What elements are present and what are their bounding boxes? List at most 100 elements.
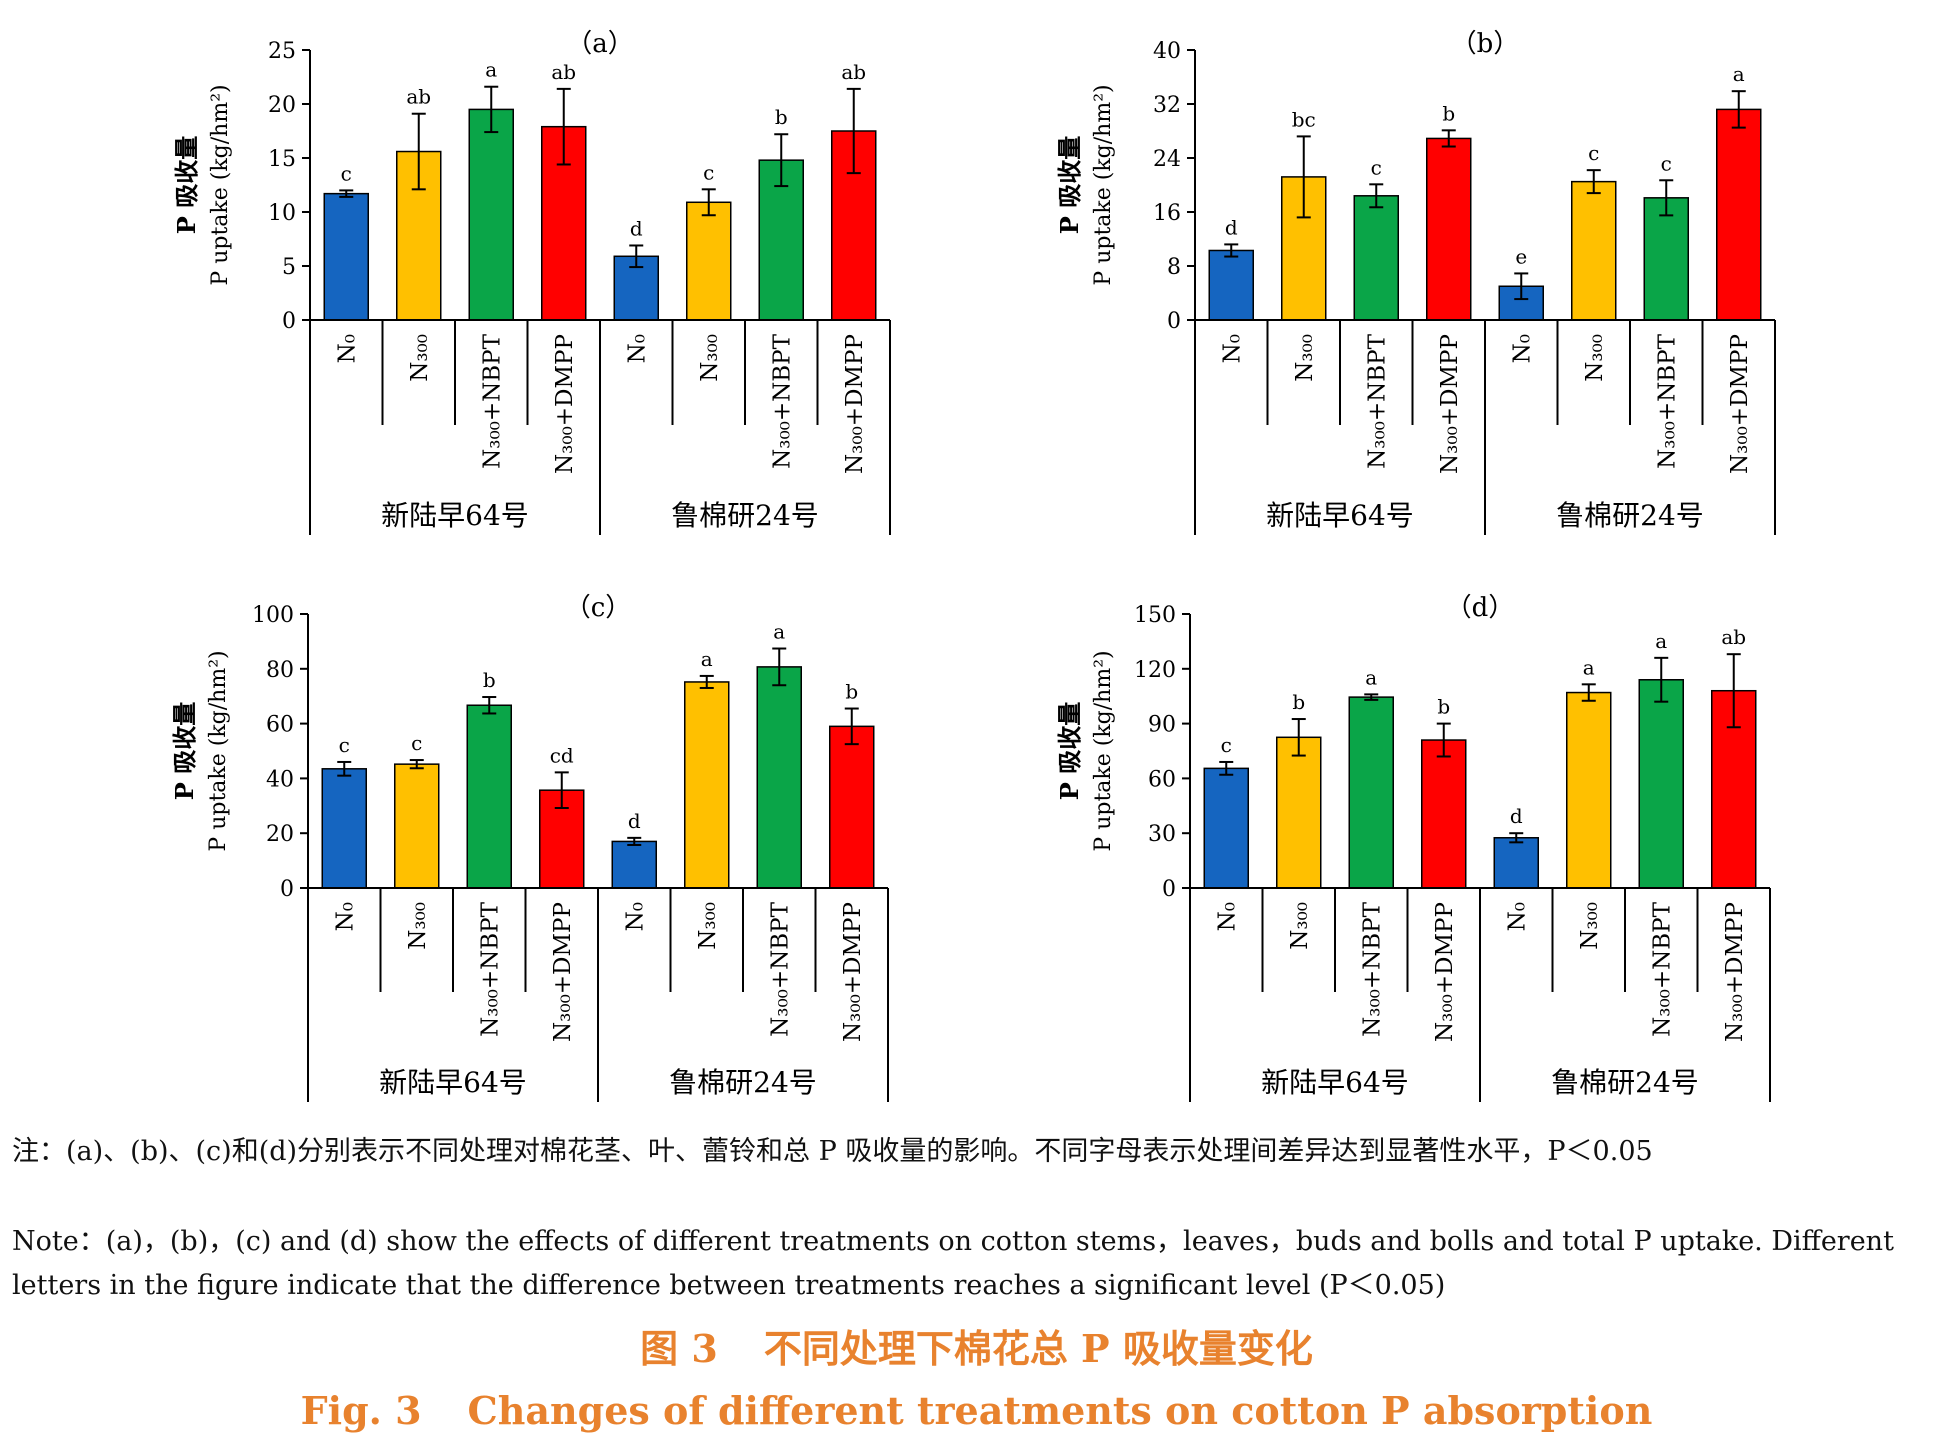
bar (1638, 679, 1684, 889)
category-label: N₀ (332, 902, 358, 931)
significance-letter: b (483, 668, 496, 692)
y-axis-label-en: P uptake (kg/hm²) (206, 650, 231, 851)
significance-letter: ab (551, 60, 576, 84)
bar (1571, 180, 1617, 321)
category-label: N₃₀₀ (1292, 334, 1318, 382)
category-label: N₃₀₀+DMPP (842, 334, 868, 474)
y-tick-label: 0 (282, 309, 296, 334)
significance-letter: b (1437, 695, 1450, 719)
category-label: N₃₀₀+DMPP (1437, 334, 1463, 474)
category-label: N₃₀₀+NBPT (767, 901, 793, 1037)
category-label: N₀ (1504, 902, 1530, 931)
y-tick-label: 100 (252, 603, 294, 628)
significance-letter: c (1221, 733, 1232, 757)
significance-letter: b (845, 680, 858, 704)
chart-panel-c: （c） 0 20 40 60 80 100 P 吸收量 P uptake (kg/hm²) c N₀… (170, 593, 889, 1102)
caption-en-text: Changes of different treatments on cotto… (467, 1388, 1653, 1433)
bar (394, 763, 440, 889)
figure-caption-english: Fig. 3 Changes of different treatments on… (0, 1388, 1953, 1433)
y-tick-label: 30 (1148, 822, 1176, 847)
category-label: N₃₀₀ (407, 334, 433, 382)
bar (1276, 736, 1322, 889)
category-label: N₃₀₀+DMPP (1722, 902, 1748, 1042)
figure-caption-chinese: 图 3 不同处理下棉花总 P 吸收量变化 (0, 1318, 1953, 1373)
significance-letter: a (773, 620, 785, 644)
y-tick-label: 16 (1153, 201, 1181, 226)
y-tick-label: 80 (266, 658, 294, 683)
y-axis-label-zh: P 吸收量 (172, 136, 201, 234)
y-tick-label: 20 (268, 93, 296, 118)
category-label: N₃₀₀+NBPT (479, 333, 505, 469)
category-label: N₃₀₀+NBPT (1359, 901, 1385, 1037)
panel-label: （b） (1451, 29, 1520, 59)
significance-letter: bc (1292, 107, 1316, 131)
category-label: N₃₀₀ (695, 902, 721, 950)
group-label: 鲁棉研24号 (669, 1066, 817, 1099)
panel-label: （c） (565, 593, 632, 623)
y-axis-label-zh: P 吸收量 (1055, 702, 1084, 800)
bar (1716, 108, 1762, 321)
group-label: 鲁棉研24号 (1556, 499, 1704, 532)
bar (684, 681, 730, 889)
y-tick-label: 120 (1134, 658, 1176, 683)
significance-letter: c (1661, 151, 1672, 175)
significance-letter: cd (550, 743, 574, 767)
chart-panel-d: （d） 0 30 60 90 120 150 P 吸收量 P uptake (kg/hm²) c N… (1055, 593, 1771, 1102)
y-tick-label: 40 (1153, 39, 1181, 64)
y-tick-label: 0 (1167, 309, 1181, 334)
significance-letter: a (1655, 629, 1667, 653)
bar (686, 201, 732, 321)
y-tick-label: 32 (1153, 93, 1181, 118)
bar (829, 725, 875, 889)
panel-label: （d） (1446, 593, 1515, 623)
bar (611, 840, 657, 889)
category-label: N₃₀₀+NBPT (1649, 901, 1675, 1037)
note-chinese: 注：(a)、(b)、(c)和(d)分别表示不同处理对棉花茎、叶、蕾铃和总 P 吸… (12, 1130, 1942, 1174)
panel-label: （a） (566, 29, 634, 59)
category-label: N₃₀₀ (1287, 902, 1313, 950)
significance-letter: d (1225, 215, 1238, 239)
significance-letter: a (1365, 665, 1377, 689)
y-tick-label: 150 (1134, 603, 1176, 628)
y-tick-label: 15 (268, 147, 296, 172)
bar (756, 666, 802, 889)
y-tick-label: 5 (282, 255, 296, 280)
bar (323, 192, 369, 321)
category-label: N₃₀₀+DMPP (1727, 334, 1753, 474)
significance-letter: c (1371, 155, 1382, 179)
note-english: Note：(a)，(b)，(c) and (d) show the effect… (12, 1220, 1942, 1308)
significance-letter: ab (406, 85, 431, 109)
significance-letter: b (1292, 690, 1305, 714)
caption-zh-text: 不同处理下棉花总 P 吸收量变化 (763, 1326, 1313, 1371)
bar (1203, 767, 1249, 889)
category-label: N₀ (1509, 334, 1535, 363)
bar (321, 768, 367, 889)
significance-letter: b (1442, 101, 1455, 125)
significance-letter: b (775, 105, 788, 129)
significance-letter: c (411, 731, 422, 755)
y-tick-label: 60 (266, 713, 294, 738)
y-axis-label-en: P uptake (kg/hm²) (1091, 84, 1116, 285)
y-tick-label: 24 (1153, 147, 1181, 172)
category-label: N₃₀₀ (1577, 902, 1603, 950)
significance-letter: d (630, 216, 643, 240)
significance-letter: c (1588, 141, 1599, 165)
group-label: 新陆早64号 (1266, 499, 1414, 532)
category-label: N₃₀₀+NBPT (1654, 333, 1680, 469)
category-label: N₀ (624, 334, 650, 363)
category-label: N₃₀₀+DMPP (550, 902, 576, 1042)
y-tick-label: 10 (268, 201, 296, 226)
y-axis-label-en: P uptake (kg/hm²) (1091, 650, 1116, 851)
y-tick-label: 8 (1167, 255, 1181, 280)
significance-letter: a (1733, 62, 1745, 86)
category-label: N₃₀₀ (697, 334, 723, 382)
significance-letter: c (339, 733, 350, 757)
caption-zh-number: 图 3 (640, 1326, 718, 1371)
category-label: N₃₀₀+DMPP (1432, 902, 1458, 1042)
category-label: N₀ (334, 334, 360, 363)
bar (1426, 137, 1472, 321)
bar (468, 108, 514, 321)
